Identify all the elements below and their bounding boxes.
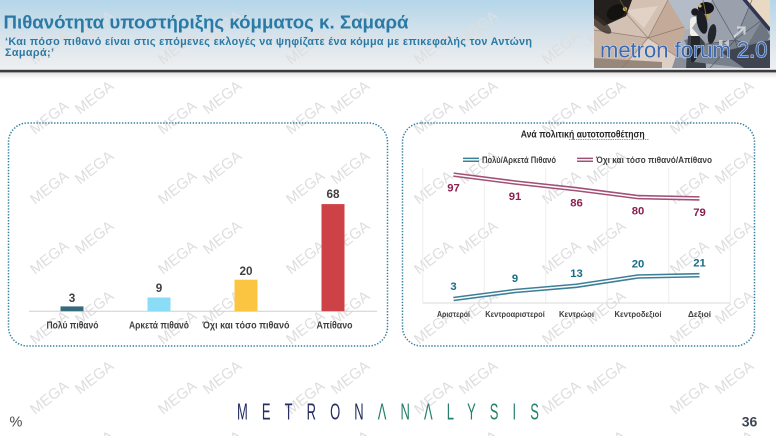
svg-text:9: 9 bbox=[512, 273, 518, 285]
svg-text:20: 20 bbox=[239, 265, 253, 278]
svg-text:36: 36 bbox=[742, 413, 758, 429]
svg-text:91: 91 bbox=[509, 191, 522, 203]
svg-text:‘Και πόσο πιθανό είναι στις επ: ‘Και πόσο πιθανό είναι στις επόμενες εκλ… bbox=[5, 36, 532, 48]
svg-text:Δεξιοί: Δεξιοί bbox=[688, 310, 711, 319]
svg-text:Κεντροαριστεροί: Κεντροαριστεροί bbox=[485, 310, 545, 319]
svg-text:3: 3 bbox=[450, 281, 456, 293]
svg-text:68: 68 bbox=[326, 188, 340, 201]
svg-text:Όχι και τόσο πιθανό/Απίθανο: Όχι και τόσο πιθανό/Απίθανο bbox=[595, 155, 713, 165]
svg-text:Πιθανότητα υποστήριξης κόμματο: Πιθανότητα υποστήριξης κόμματος κ. Σαμαρ… bbox=[4, 12, 410, 34]
svg-text:97: 97 bbox=[447, 183, 460, 195]
svg-text:Αριστεροί: Αριστεροί bbox=[437, 310, 470, 319]
svg-text:Όχι και τόσο πιθανό: Όχι και τόσο πιθανό bbox=[202, 321, 290, 332]
svg-text:Σαμαρά;’: Σαμαρά;’ bbox=[5, 47, 54, 59]
svg-text:13: 13 bbox=[570, 268, 583, 280]
svg-text:Αρκετά πιθανό: Αρκετά πιθανό bbox=[129, 321, 189, 332]
svg-text:Κεντροδεξιοί: Κεντροδεξιοί bbox=[615, 310, 662, 319]
svg-text:86: 86 bbox=[570, 198, 583, 210]
svg-text:Ανά πολιτική αυτοτοποθέτηση: Ανά πολιτική αυτοτοποθέτηση bbox=[521, 129, 645, 141]
svg-text:79: 79 bbox=[693, 207, 706, 219]
svg-text:80: 80 bbox=[632, 206, 645, 218]
svg-text:metron forum 2.0: metron forum 2.0 bbox=[600, 38, 768, 63]
svg-text:Απίθανο: Απίθανο bbox=[317, 321, 353, 332]
svg-text:20: 20 bbox=[632, 259, 645, 271]
svg-text:%: % bbox=[10, 415, 23, 431]
svg-text:9: 9 bbox=[156, 282, 163, 295]
svg-text:3: 3 bbox=[69, 292, 76, 305]
svg-text:21: 21 bbox=[693, 257, 706, 269]
svg-text:METRONΛΝΛLYSIS: METRONΛΝΛLYSIS bbox=[237, 399, 553, 425]
svg-text:Κεντρώοι: Κεντρώοι bbox=[559, 310, 594, 319]
svg-text:Πολύ/Αρκετά Πιθανό: Πολύ/Αρκετά Πιθανό bbox=[482, 155, 557, 165]
svg-text:Πολύ πιθανό: Πολύ πιθανό bbox=[47, 321, 99, 332]
